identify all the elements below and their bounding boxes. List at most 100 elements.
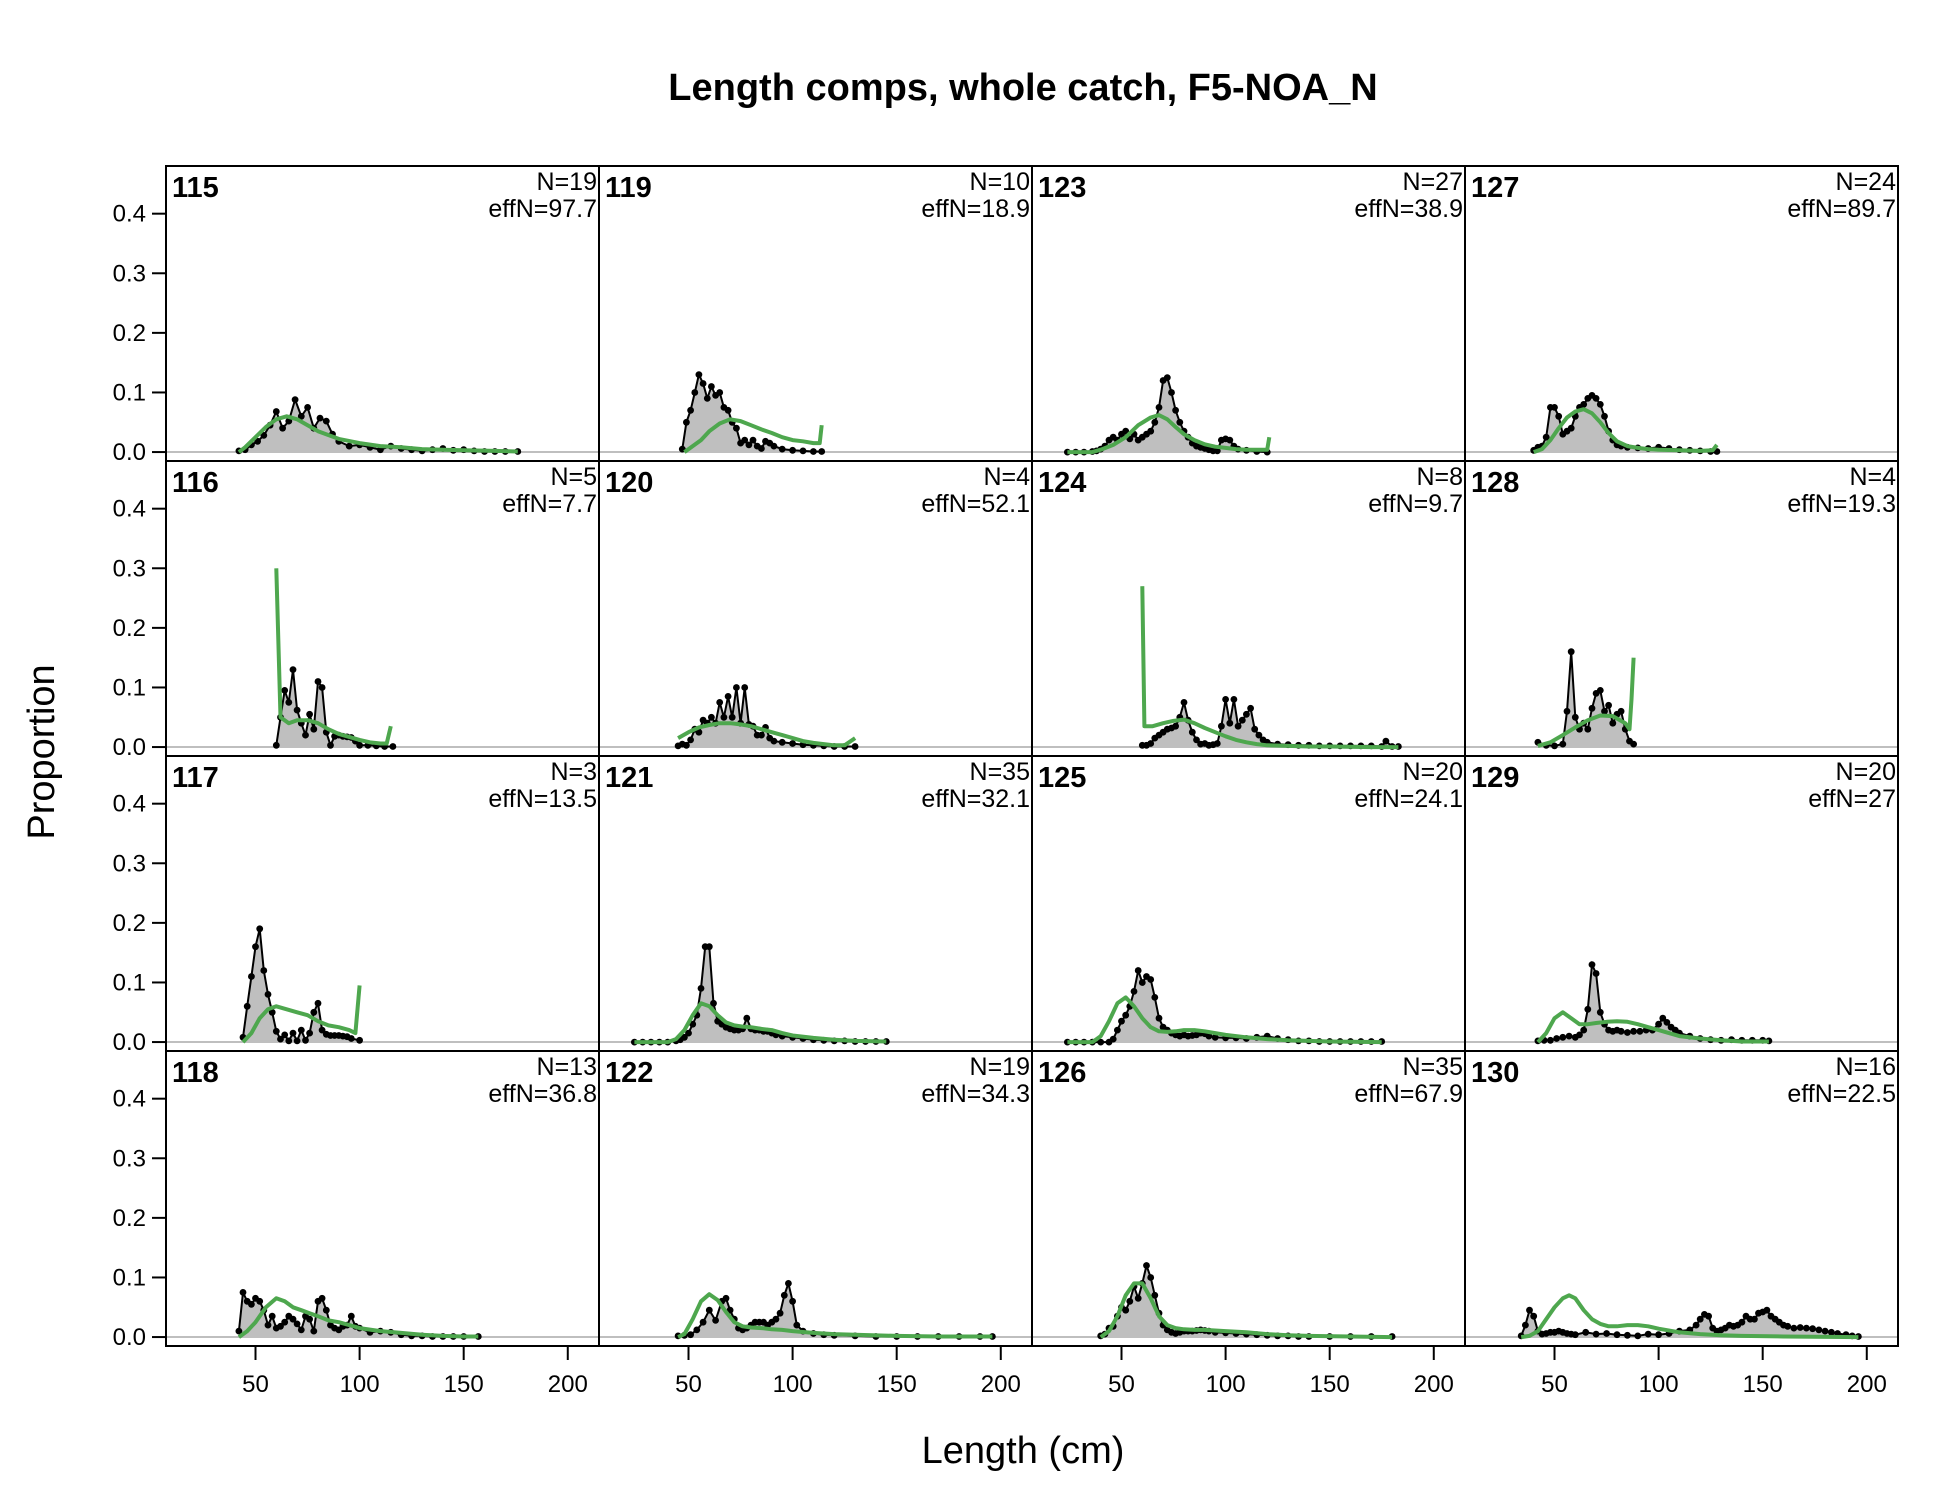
observed-point xyxy=(699,1318,707,1326)
observed-point xyxy=(260,432,268,439)
observed-point xyxy=(745,441,753,449)
observed-point xyxy=(281,1318,289,1326)
observed-point xyxy=(1151,418,1159,426)
panel-n-124: N=8 xyxy=(1416,463,1463,491)
observed-point xyxy=(1530,1312,1538,1320)
panel-n-126: N=35 xyxy=(1403,1053,1463,1081)
panel-effn-117: effN=13.5 xyxy=(488,785,597,813)
observed-point xyxy=(314,678,322,685)
observed-point xyxy=(235,1327,243,1335)
observed-point xyxy=(289,1029,297,1037)
observed-point xyxy=(1809,1325,1816,1333)
observed-point xyxy=(708,383,715,390)
observed-point xyxy=(1134,967,1142,974)
panel-effn-123: effN=38.9 xyxy=(1354,195,1463,223)
panel-label-115: 115 xyxy=(172,172,219,204)
panel-label-117: 117 xyxy=(172,762,219,794)
observed-point xyxy=(1582,1328,1590,1336)
observed-point xyxy=(689,1020,697,1028)
observed-point xyxy=(302,1036,309,1044)
observed-point xyxy=(1176,418,1184,426)
observed-point xyxy=(310,1008,318,1016)
observed-point xyxy=(724,693,732,700)
observed-point xyxy=(1213,447,1221,455)
observed-point xyxy=(1553,1035,1560,1042)
observed-point xyxy=(347,1035,355,1042)
observed-point xyxy=(720,713,728,721)
observed-point xyxy=(1251,725,1259,733)
observed-point xyxy=(1567,424,1575,432)
observed-point xyxy=(1630,1027,1637,1035)
x-tick-label: 200 xyxy=(548,1371,588,1398)
panel-label-119: 119 xyxy=(605,172,652,204)
observed-point xyxy=(1592,395,1600,402)
observed-point xyxy=(1705,1312,1712,1320)
observed-point xyxy=(1147,740,1155,747)
observed-point xyxy=(260,967,268,974)
expected-line-128 xyxy=(1537,657,1636,748)
y-tick-label: 0.1 xyxy=(113,969,146,996)
observed-point xyxy=(316,414,324,422)
observed-point xyxy=(310,725,318,733)
observed-point xyxy=(1828,1328,1835,1336)
observed-point xyxy=(758,445,765,452)
panel-effn-116: effN=7.7 xyxy=(502,490,597,518)
observed-point xyxy=(1580,401,1588,408)
panel-label-122: 122 xyxy=(605,1057,653,1089)
observed-point xyxy=(1559,1033,1567,1041)
observed-point xyxy=(785,1280,792,1287)
observed-point xyxy=(318,1026,326,1034)
observed-point xyxy=(1803,1324,1810,1332)
panel-n-115: N=19 xyxy=(537,168,597,196)
expected-line-121 xyxy=(634,1001,887,1045)
observed-point xyxy=(1584,725,1592,733)
panel-label-116: 116 xyxy=(172,467,219,499)
observed-point xyxy=(306,710,313,718)
panel-effn-128: effN=19.3 xyxy=(1787,490,1896,518)
x-tick-label: 150 xyxy=(877,1371,917,1398)
observed-point xyxy=(681,1033,688,1041)
y-tick-label: 0.2 xyxy=(113,320,146,347)
observed-point xyxy=(1576,1031,1583,1039)
observed-point xyxy=(1571,1331,1579,1339)
x-tick-label: 50 xyxy=(1108,1371,1135,1398)
observed-point xyxy=(1234,722,1242,730)
observed-point xyxy=(248,973,255,980)
observed-point xyxy=(1613,1331,1621,1339)
panel-effn-122: effN=34.3 xyxy=(921,1080,1030,1108)
x-axis-label: Length (cm) xyxy=(922,1430,1125,1472)
x-tick-label: 100 xyxy=(340,1371,380,1398)
expected-line-122 xyxy=(677,1292,993,1339)
observed-point xyxy=(1138,979,1146,986)
observed-point xyxy=(1601,707,1608,715)
panel-label-124: 124 xyxy=(1038,467,1086,499)
observed-point xyxy=(1226,436,1234,444)
observed-point xyxy=(1172,722,1179,730)
panel-effn-127: effN=89.7 xyxy=(1787,195,1896,223)
observed-point xyxy=(1147,976,1155,983)
observed-point xyxy=(297,1026,305,1034)
observed-point xyxy=(252,943,259,951)
observed-point xyxy=(1122,1011,1130,1019)
observed-point xyxy=(1155,1014,1163,1022)
observed-points-123 xyxy=(1064,374,1271,456)
observed-point xyxy=(256,925,264,933)
observed-area-128 xyxy=(1537,651,1634,748)
panel-n-118: N=13 xyxy=(537,1053,597,1081)
observed-point xyxy=(268,1312,276,1320)
expected-line-124 xyxy=(1140,586,1399,750)
panel-effn-124: effN=9.7 xyxy=(1368,490,1463,518)
observed-point xyxy=(297,412,305,420)
observed-point xyxy=(1222,696,1229,703)
observed-point xyxy=(1188,728,1196,736)
expected-line-116 xyxy=(274,568,393,746)
observed-points-128 xyxy=(1534,648,1637,750)
y-tick-label: 0.4 xyxy=(113,1086,146,1113)
panel-label-128: 128 xyxy=(1471,467,1519,499)
observed-point xyxy=(322,417,330,425)
observed-point xyxy=(1226,719,1234,727)
